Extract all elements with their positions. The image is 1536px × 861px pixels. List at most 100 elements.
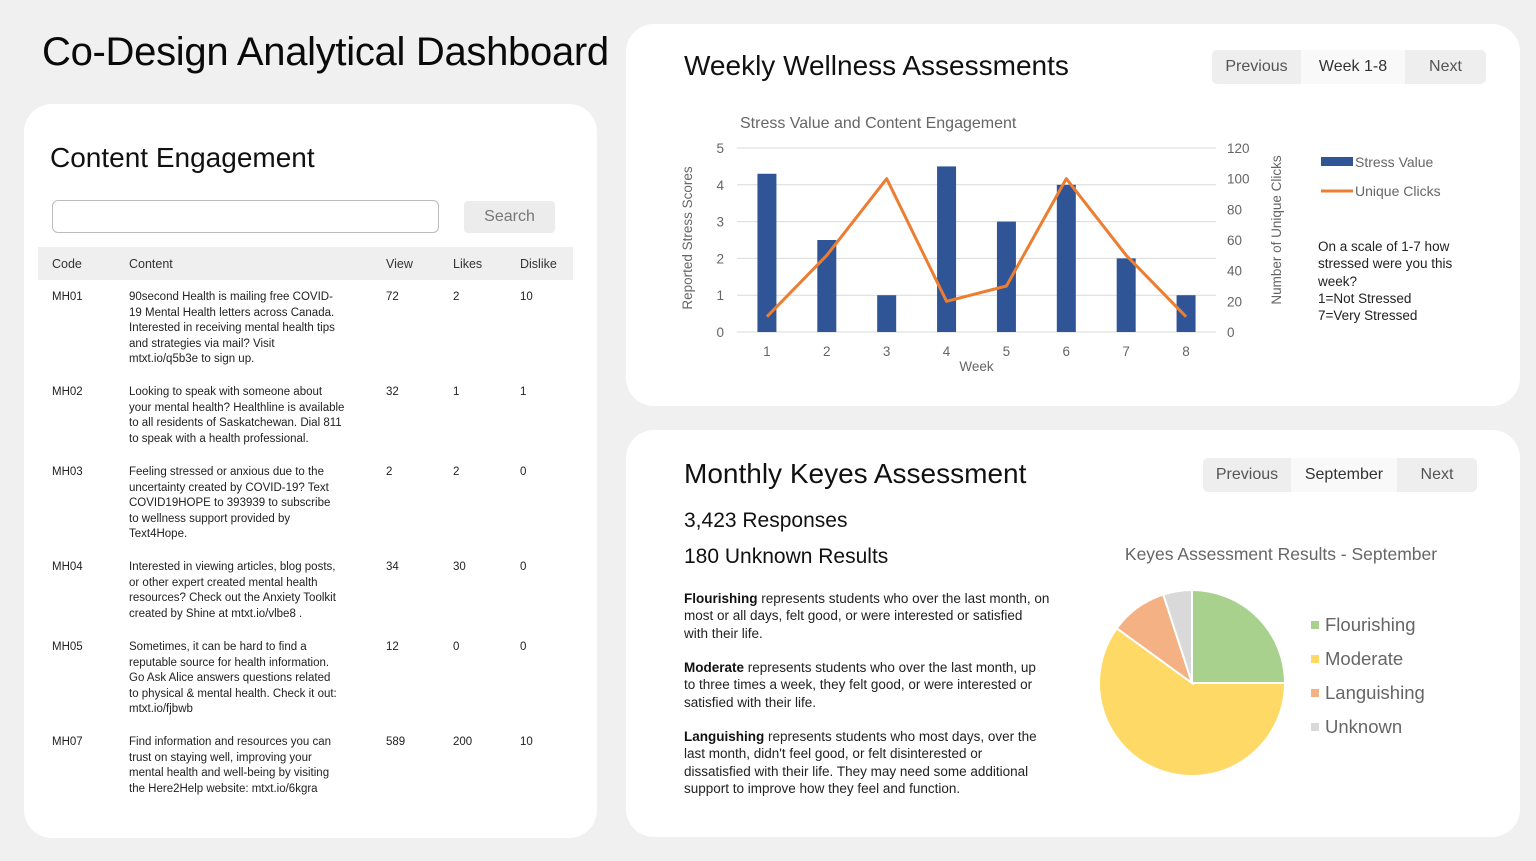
- row-views: 34: [386, 561, 399, 573]
- row-views: 12: [386, 641, 399, 653]
- legend-label-unknown: Unknown: [1325, 716, 1402, 737]
- table-header: Code Content View Likes Dislike: [38, 247, 573, 280]
- content-line: Find information and resources you can: [129, 736, 331, 748]
- content-line: Sometimes, it can be hard to find a: [129, 641, 307, 653]
- bar: [1176, 295, 1196, 332]
- month-previous-button[interactable]: Previous: [1215, 466, 1279, 483]
- bar: [1116, 258, 1136, 332]
- row-content: Looking to speak with someone about your …: [129, 385, 364, 447]
- content-line: Go Ask Alice answers questions related: [129, 672, 331, 684]
- row-likes: 2: [453, 291, 460, 303]
- y-tick-label: 4: [716, 178, 724, 193]
- content-line: to wellness support provided by: [129, 512, 291, 525]
- x-tick-label: 6: [1063, 344, 1071, 359]
- content-line: to speak with a health professional.: [129, 432, 309, 445]
- pie-chart-title: Keyes Assessment Results - September: [1125, 544, 1437, 564]
- bar: [877, 295, 897, 332]
- legend-label-moderate: Moderate: [1325, 648, 1403, 669]
- x-tick-label: 3: [883, 344, 891, 359]
- content-line: Interested in receiving mental health ti…: [129, 322, 335, 334]
- description-term: Languishing: [684, 729, 765, 744]
- y-tick-label: 3: [716, 215, 724, 230]
- unknown-results-count: 180 Unknown Results: [684, 545, 889, 568]
- x-tick-label: 2: [823, 344, 831, 359]
- content-line: Feeling stressed or anxious due to the: [129, 466, 324, 478]
- legend-swatch-unknown: [1311, 723, 1319, 731]
- content-line: and strategies via mail? Visit: [129, 337, 275, 350]
- y-tick-label: 5: [716, 141, 724, 156]
- languishing-description: Languishing represents students who most…: [684, 728, 1050, 797]
- pie-slice-unknown: [1162, 588, 1193, 684]
- content-line: trust on staying well, improving your: [129, 751, 312, 764]
- legend-label-languishing: Languishing: [1325, 682, 1425, 703]
- month-pager: Previous September Next: [1203, 458, 1477, 492]
- stress-scale-note: On a scale of 1-7 how stressed were you …: [1318, 238, 1488, 324]
- y2-axis-label: Number of Unique Clicks: [1269, 155, 1284, 305]
- row-likes: 2: [453, 466, 460, 478]
- x-tick-label: 8: [1182, 344, 1190, 359]
- y2-tick-label: 60: [1227, 233, 1242, 248]
- x-tick-label: 1: [763, 344, 771, 359]
- row-dislikes: 0: [520, 561, 527, 573]
- month-label: September: [1291, 458, 1397, 492]
- description-term: Moderate: [684, 660, 745, 675]
- week-previous-button[interactable]: Previous: [1225, 58, 1288, 75]
- description-term: Flourishing: [684, 591, 758, 606]
- keyes-results-pie-chart: Keyes Assessment Results - September Flou…: [1098, 544, 1437, 777]
- content-line: mtxt.io/q5b3e to sign up.: [129, 353, 255, 365]
- legend-label-stress: Stress Value: [1355, 154, 1434, 170]
- note-line: week?: [1318, 273, 1358, 289]
- content-line: created by Shine at mtxt.io/vlbe8 .: [129, 607, 303, 620]
- column-header-dislike: Dislike: [520, 257, 557, 271]
- y2-tick-label: 80: [1227, 202, 1242, 217]
- row-code: MH03: [52, 466, 83, 478]
- row-views: 72: [386, 291, 399, 303]
- content-line: Text4Hope.: [129, 528, 188, 540]
- row-dislikes: 10: [520, 291, 533, 303]
- content-line: to all residents of Saskatchewan. Dial 8…: [129, 417, 342, 429]
- note-line: stressed were you this: [1318, 256, 1453, 272]
- content-line: resources? Check out the Anxiety Toolkit: [129, 592, 336, 604]
- legend-swatch-languishing: [1311, 689, 1319, 697]
- content-line: COVID19HOPE to 393939 to subscribe: [129, 497, 331, 509]
- x-tick-label: 7: [1122, 344, 1130, 359]
- responses-count: 3,423 Responses: [684, 509, 848, 532]
- y2-tick-label: 40: [1227, 264, 1242, 279]
- y2-tick-label: 120: [1227, 141, 1250, 156]
- bar: [817, 240, 837, 332]
- content-line: Looking to speak with someone about: [129, 386, 323, 398]
- content-line: mtxt.io/fjbwb: [129, 703, 193, 715]
- content-line: or other expert created mental health: [129, 576, 318, 589]
- y-tick-label: 2: [716, 251, 724, 266]
- stress-engagement-chart: Stress Value and Content Engagement 0 1 2 3 4…: [680, 115, 1441, 374]
- row-likes: 0: [453, 641, 460, 653]
- row-dislikes: 0: [520, 466, 527, 478]
- week-next-button[interactable]: Next: [1429, 58, 1462, 75]
- content-line: to physical & mental health. Check it ou…: [129, 687, 337, 700]
- row-code: MH01: [52, 291, 83, 303]
- legend-label-clicks: Unique Clicks: [1355, 183, 1441, 199]
- content-line: mental health and well-being by visiting: [129, 767, 330, 779]
- content-line: uncertainty created by COVID-19? Text: [129, 481, 329, 494]
- row-likes: 1: [453, 386, 460, 398]
- row-dislikes: 0: [520, 641, 527, 653]
- row-likes: 200: [453, 736, 473, 748]
- description-text: represents students who over the last mo…: [684, 591, 1050, 641]
- search-input[interactable]: [52, 200, 439, 233]
- column-header-content: Content: [129, 257, 173, 271]
- y-tick-label: 1: [716, 288, 724, 303]
- description-text: represents students who over the last mo…: [684, 660, 1036, 710]
- content-line: Interested in viewing articles, blog pos…: [129, 561, 336, 573]
- monthly-keyes-title: Monthly Keyes Assessment: [684, 458, 1027, 489]
- x-axis-label: Week: [959, 359, 994, 374]
- search-button[interactable]: Search: [464, 201, 555, 233]
- month-next-button[interactable]: Next: [1420, 466, 1454, 483]
- week-pager: Previous Week 1-8 Next: [1212, 50, 1486, 84]
- row-code: MH02: [52, 386, 83, 398]
- x-tick-label: 4: [943, 344, 951, 359]
- legend-swatch-moderate: [1311, 655, 1319, 663]
- row-code: MH04: [52, 561, 83, 573]
- y2-tick-label: 100: [1227, 172, 1250, 187]
- content-line: 90second Health is mailing free COVID-: [129, 291, 333, 303]
- note-line: 7=Very Stressed: [1318, 308, 1418, 324]
